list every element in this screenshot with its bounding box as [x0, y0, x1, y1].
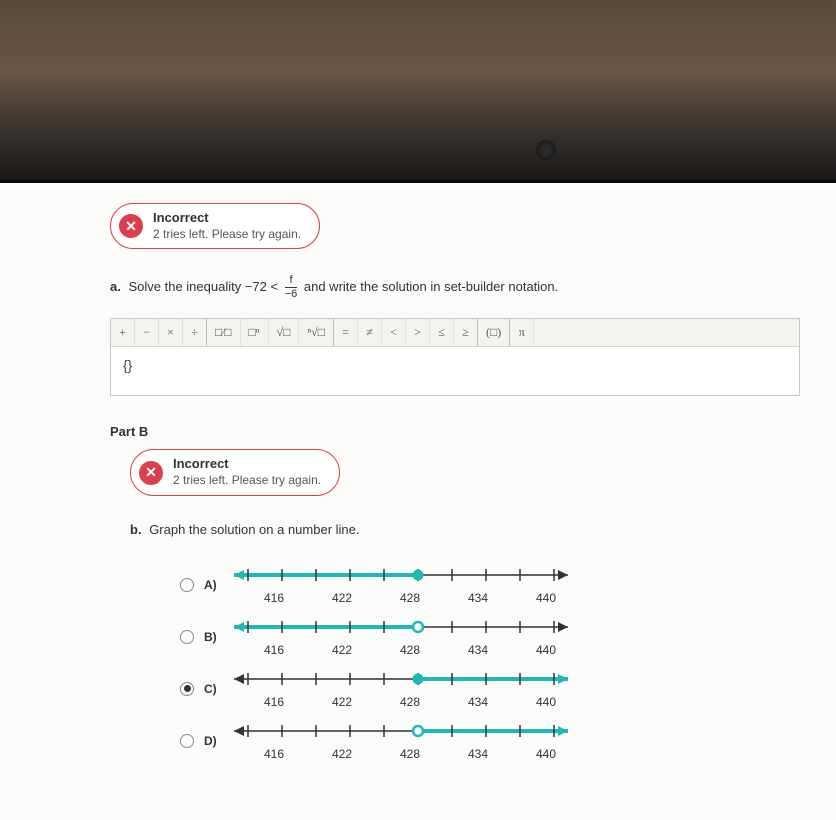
question-b: b. Graph the solution on a number line. [130, 522, 836, 537]
radio-button[interactable] [180, 630, 194, 644]
feedback-badge-a: ✕ Incorrect 2 tries left. Please try aga… [110, 203, 320, 249]
tick-label: 440 [512, 747, 580, 761]
tick-label: 428 [376, 643, 444, 657]
question-a-text-after: and write the solution in set-builder no… [304, 279, 558, 294]
question-b-label: b. [130, 522, 142, 537]
tick-label: 416 [240, 695, 308, 709]
option-row[interactable]: C)416422428434440 [180, 669, 836, 709]
tick-label: 422 [308, 591, 376, 605]
number-line: 416422428434440 [224, 565, 604, 605]
incorrect-icon: ✕ [119, 214, 143, 238]
feedback-b-title: Incorrect [173, 456, 321, 473]
option-label: A) [204, 578, 224, 592]
tick-label: 434 [444, 695, 512, 709]
tick-label: 428 [376, 591, 444, 605]
tick-label: 422 [308, 643, 376, 657]
option-label: C) [204, 682, 224, 696]
tick-label: 434 [444, 643, 512, 657]
tick-label: 428 [376, 747, 444, 761]
feedback-badge-b: ✕ Incorrect 2 tries left. Please try aga… [130, 449, 340, 495]
toolbar-button[interactable]: = [334, 319, 358, 346]
toolbar-button[interactable]: ≤ [430, 319, 454, 346]
feedback-a-title: Incorrect [153, 210, 301, 227]
toolbar-button[interactable]: ÷ [183, 319, 207, 346]
tick-label: 440 [512, 591, 580, 605]
radio-button[interactable] [180, 734, 194, 748]
math-toolbar: +−×÷□⁄□□ⁿ√□ⁿ√□=≠<>≤≥(□)π [111, 319, 799, 347]
option-row[interactable]: A)416422428434440 [180, 565, 836, 605]
option-label: D) [204, 734, 224, 748]
tick-label: 434 [444, 591, 512, 605]
quiz-content: ✕ Incorrect 2 tries left. Please try aga… [0, 180, 836, 820]
tick-label: 416 [240, 643, 308, 657]
toolbar-button[interactable]: □ⁿ [241, 319, 269, 346]
math-input[interactable]: {} [111, 347, 799, 395]
tick-label: 440 [512, 695, 580, 709]
tick-label: 440 [512, 643, 580, 657]
radio-button[interactable] [180, 682, 194, 696]
answer-options: A)416422428434440B)416422428434440C)4164… [180, 565, 836, 761]
option-row[interactable]: B)416422428434440 [180, 617, 836, 657]
question-b-text: Graph the solution on a number line. [149, 522, 359, 537]
question-a-fraction: f −6 [285, 275, 298, 300]
incorrect-icon: ✕ [139, 461, 163, 485]
tick-label: 416 [240, 591, 308, 605]
toolbar-button[interactable]: ≥ [454, 319, 478, 346]
math-editor: +−×÷□⁄□□ⁿ√□ⁿ√□=≠<>≤≥(□)π {} [110, 318, 800, 396]
toolbar-button[interactable]: ≠ [358, 319, 382, 346]
toolbar-button[interactable]: π [510, 319, 534, 346]
number-line: 416422428434440 [224, 617, 604, 657]
toolbar-button[interactable]: □⁄□ [207, 319, 241, 346]
tick-label: 416 [240, 747, 308, 761]
option-row[interactable]: D)416422428434440 [180, 721, 836, 761]
tick-label: 434 [444, 747, 512, 761]
feedback-a-subtitle: 2 tries left. Please try again. [153, 227, 301, 243]
part-b-label: Part B [110, 424, 836, 439]
toolbar-button[interactable]: √□ [269, 319, 300, 346]
toolbar-button[interactable]: × [159, 319, 183, 346]
radio-button[interactable] [180, 578, 194, 592]
feedback-b-subtitle: 2 tries left. Please try again. [173, 473, 321, 489]
tick-label: 422 [308, 747, 376, 761]
tick-label: 428 [376, 695, 444, 709]
toolbar-button[interactable]: > [406, 319, 430, 346]
number-line: 416422428434440 [224, 669, 604, 709]
tick-label: 422 [308, 695, 376, 709]
option-label: B) [204, 630, 224, 644]
question-a-label: a. [110, 279, 121, 294]
background-photo [0, 0, 836, 180]
question-a: a. Solve the inequality −72 < f −6 and w… [110, 275, 836, 300]
toolbar-button[interactable]: ⁿ√□ [299, 319, 334, 346]
toolbar-button[interactable]: − [135, 319, 159, 346]
number-line: 416422428434440 [224, 721, 604, 761]
toolbar-button[interactable]: + [111, 319, 135, 346]
toolbar-button[interactable]: (□) [478, 319, 510, 346]
question-a-text-before: Solve the inequality −72 < [128, 279, 281, 294]
toolbar-button[interactable]: < [382, 319, 406, 346]
